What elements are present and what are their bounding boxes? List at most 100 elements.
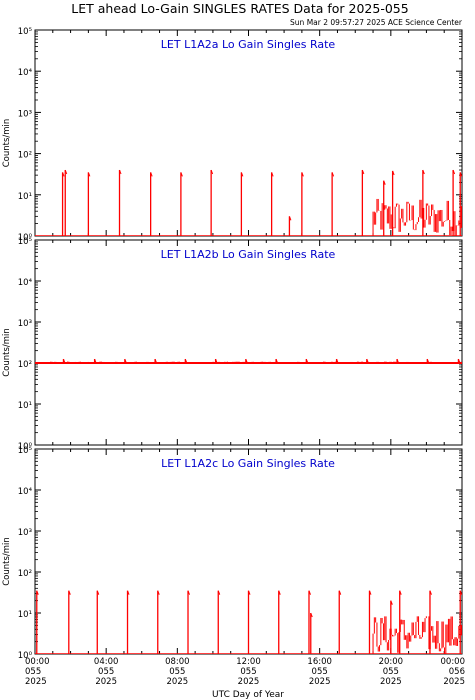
y-tick-label: 10⁰ [18,233,33,243]
spike-cap [399,590,402,595]
chart-panel-2: 10⁰ 10¹ 10² 10³ 10⁴ 10⁵ Counts/min LET L1A2b Lo… [2,237,463,452]
spike-cap [331,172,335,177]
y-tick-label: 10¹ [18,401,32,411]
spike-cap [310,612,313,618]
x-tick-label: 2025 [238,677,260,687]
spike-cap [36,590,39,595]
y-tick-label: 10² [18,360,32,370]
spike-cap [308,590,311,595]
spike-cap [383,180,386,185]
x-tick-label: 2025 [167,677,189,687]
y-tick-label: 10³ [18,528,32,538]
y-axis-label: Counts/min [2,119,12,168]
y-axis-label: Counts/min [2,537,12,586]
spike-cap [278,590,281,595]
spike-cap [87,172,91,177]
panel-title: LET L1A2b Lo Gain Singles Rate [161,248,336,261]
spike-cap [390,600,393,605]
x-tick-label: 055 [312,667,328,677]
spike-cap [452,169,456,175]
x-tick-label: 00:00 [441,657,466,667]
data-series [35,169,462,236]
spike-cap [119,169,122,175]
spike-cap [275,358,279,364]
x-tick-label: 055 [98,667,114,677]
spike-cap [457,358,461,364]
x-tick-label: 2025 [95,677,117,687]
y-tick-label: 10⁴ [18,278,33,288]
x-axis: 00:00055202504:00055202508:00055202512:0… [25,657,465,687]
spike-cap [392,170,395,176]
x-tick-label: 2025 [309,677,331,687]
x-tick-label: 16:00 [307,657,332,667]
spike-cap [369,590,372,595]
y-tick-label: 10⁵ [18,446,32,456]
data-series [35,358,462,364]
y-tick-label: 10⁰ [18,651,33,661]
spike-cap [64,169,68,175]
spike-cap [245,358,248,364]
x-tick-label: 2025 [380,677,402,687]
y-tick-label: 10³ [18,319,32,329]
y-tick-label: 10² [18,569,32,579]
plot-frame [34,239,463,446]
spike-cap [338,590,342,595]
spike-cap [301,172,304,177]
y-tick-label: 10⁴ [18,487,33,497]
spike-cap [187,590,190,595]
spike-cap [361,169,365,175]
x-tick-label: 04:00 [94,657,119,667]
spike-cap [240,172,244,177]
plot-frame [34,29,463,237]
spike-cap [62,358,66,364]
x-tick-label: 056 [449,667,465,677]
spike-cap [94,358,97,364]
spike-cap [180,172,183,177]
spike-cap [271,172,274,177]
spike-cap [150,172,153,177]
x-axis-label: UTC Day of Year [212,690,284,700]
spike-cap [366,358,369,364]
y-tick-label: 10⁵ [18,27,32,37]
y-axis-label: Counts/min [2,328,12,377]
y-tick-label: 10² [18,151,32,161]
spike-cap [96,590,100,595]
x-tick-label: 20:00 [379,657,404,667]
spike-cap [288,216,292,221]
x-tick-label: 12:00 [236,657,261,667]
x-tick-label: 055 [169,667,185,677]
spike-cap [336,358,339,364]
spike-cap [459,172,462,177]
spike-cap [62,172,65,177]
x-tick-label: 055 [240,667,256,677]
spike-cap [127,590,130,595]
x-tick-label: 055 [383,667,399,677]
y-tick-label: 10¹ [18,192,32,202]
chart-panel-1: 10⁰ 10¹ 10² 10³ 10⁴ 10⁵ Counts/min LET L1A2a Lo… [2,27,463,243]
spike-cap [157,590,160,595]
spike-cap [429,590,432,595]
spike-cap [217,590,221,595]
y-tick-label: 10⁴ [18,68,33,78]
x-tick-label: 00:00 [25,657,50,667]
x-tick-label: 055 [25,667,41,677]
panel-title: LET L1A2a Lo Gain Singles Rate [161,38,336,51]
figure-title: LET ahead Lo-Gain SINGLES RATES Data for… [71,1,408,16]
spike-cap [124,358,127,364]
x-tick-label: 2025 [443,677,465,687]
x-tick-label: 2025 [25,677,47,687]
spike-cap [305,358,309,364]
spike-cap [426,358,430,364]
spike-cap [154,358,158,364]
spike-cap [184,358,188,364]
spike-cap [459,590,462,595]
generation-timestamp: Sun Mar 2 09:57:27 2025 ACE Science Cent… [290,18,463,27]
y-tick-label: 10³ [18,109,32,119]
y-tick-label: 10⁵ [18,237,32,247]
spike-cap [422,169,425,175]
y-tick-label: 10¹ [18,610,32,620]
panels-group: 10⁰ 10¹ 10² 10³ 10⁴ 10⁵ Counts/min LET L1A2a Lo… [2,27,463,661]
spike-cap [210,169,214,175]
x-tick-label: 08:00 [165,657,190,667]
